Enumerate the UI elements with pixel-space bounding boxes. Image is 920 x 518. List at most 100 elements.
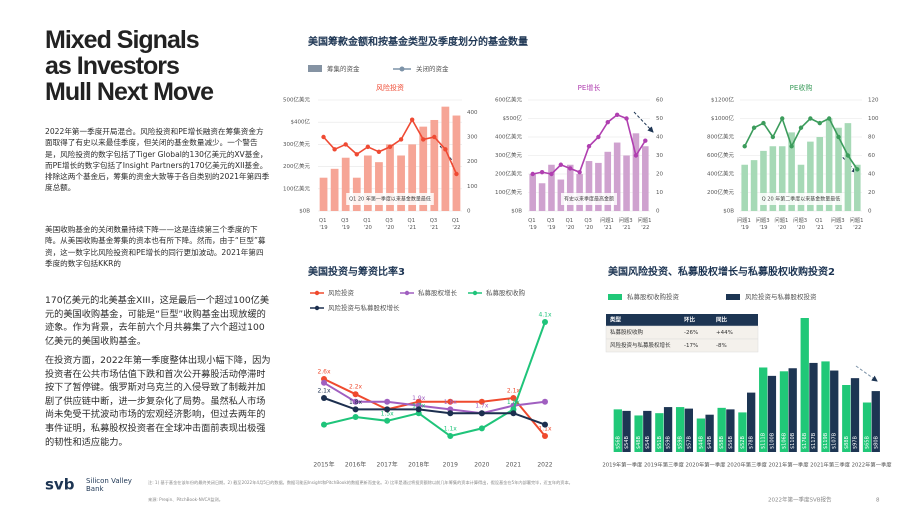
line-point <box>387 144 393 150</box>
line-point <box>454 171 459 177</box>
bar <box>844 123 852 211</box>
x-tick-label: 2017年 <box>377 461 398 469</box>
annotation: 有史以来季度最高金额 <box>564 196 614 203</box>
line-point <box>596 134 601 140</box>
y-tick-label: 400亿美元 <box>495 133 522 141</box>
line-point <box>624 116 629 121</box>
line-point <box>836 134 841 140</box>
y2-tick-label: 20 <box>656 172 663 178</box>
table-header-bg <box>606 314 758 326</box>
y2-tick-label: 60 <box>656 98 663 104</box>
x-tick-label: Q1 '22 <box>452 218 461 231</box>
line-point <box>542 421 548 428</box>
line-point <box>421 137 426 142</box>
y-tick-label: $500亿 <box>503 114 523 122</box>
data-label: $59B <box>666 435 672 449</box>
chart-title: PE增长 <box>578 83 601 92</box>
data-label: $117B <box>811 432 817 449</box>
line-point <box>643 138 648 143</box>
y-tick-label: 200亿美元 <box>495 170 522 178</box>
bar <box>375 162 383 211</box>
data-label: 2.2x <box>349 384 363 391</box>
y-tick-label: 100亿美元 <box>283 184 310 192</box>
bar <box>632 133 640 211</box>
source: 来源: Preqin、PitchBook-NVCA监测。 <box>148 496 223 503</box>
line-point <box>447 398 454 405</box>
chart-title: PE收购 <box>790 83 813 92</box>
bar <box>750 160 758 211</box>
y-tick-label: $1000亿 <box>711 114 734 122</box>
data-label: $48B <box>636 435 642 449</box>
y-tick-label: 200亿美元 <box>707 188 734 196</box>
data-label: 1.7x <box>412 403 426 410</box>
table-header: 类型 <box>610 316 622 324</box>
data-label: $78B <box>749 435 755 449</box>
y2-tick-label: 0 <box>467 209 471 215</box>
y-tick-label: $400亿 <box>291 118 311 126</box>
y-tick-label: $0B <box>723 209 734 215</box>
bar <box>576 174 583 211</box>
bar <box>441 106 450 211</box>
y-tick-label: $0B <box>299 209 310 215</box>
bar <box>760 150 767 211</box>
line-point <box>478 410 485 417</box>
x-tick-label: Q3 '19 <box>341 218 350 231</box>
logo-name: Silicon Valley <box>86 477 132 485</box>
x-tick-label: Q3 '19 <box>547 218 556 231</box>
data-label: $111B <box>761 432 767 449</box>
legend-label: 关闭的资金 <box>416 64 449 73</box>
x-tick-label: 2022年第一季度 <box>852 461 893 469</box>
line-point <box>510 395 517 401</box>
bar <box>642 146 649 211</box>
annotation-box <box>758 193 844 205</box>
bar <box>696 418 706 452</box>
y-tick-label: 800亿美元 <box>707 133 734 141</box>
line-point <box>354 152 359 157</box>
x-tick-label: Q1 '20 <box>566 218 575 231</box>
line <box>323 381 546 415</box>
bar <box>767 375 777 452</box>
data-label: $49B <box>707 435 713 449</box>
line-point <box>384 406 391 413</box>
y-tick-label: 600亿美元 <box>495 96 522 104</box>
footnote: 注: 1) 基于基金在该年份的最终关闭日期。2) 截至2022年4月5日的数据。… <box>148 479 573 486</box>
bar <box>363 155 372 211</box>
legend-label: 筹集的资金 <box>327 64 360 73</box>
bar <box>613 142 621 211</box>
line-point <box>770 134 776 140</box>
bar <box>835 127 842 211</box>
annotation-box <box>560 193 618 205</box>
y-tick-label: 300亿美元 <box>495 151 522 159</box>
line-point <box>321 421 327 428</box>
line-point <box>568 166 573 171</box>
table-cell: -8% <box>716 343 727 349</box>
y2-tick-label: 60 <box>868 153 875 159</box>
x-tick-label: 2020 <box>474 462 489 469</box>
y-tick-label: 100亿美元 <box>495 188 522 196</box>
panel-title: 美国筹款金额和按基金类型及季度划分的基金数量 <box>308 35 528 48</box>
annotation: Q1 20 年第一季度以来基金数量最低 <box>349 196 431 203</box>
x-tick-label: 2021年第一季度 <box>769 461 810 469</box>
y2-tick-label: 30 <box>656 153 663 159</box>
line-point <box>798 125 804 130</box>
bar <box>769 146 777 211</box>
legend-label: 风险投资与私募股权投资 <box>745 292 817 301</box>
line-point <box>343 142 348 147</box>
line-point <box>352 414 359 420</box>
x-tick-label: 问题1 '22 <box>849 216 865 231</box>
data-label: 1.1x <box>538 426 552 433</box>
bar <box>663 407 673 452</box>
bar <box>613 409 622 452</box>
paragraph: 170亿美元的北美基金XIII，这是最后一个超过100亿美元的美国收购基金，可能… <box>45 295 270 347</box>
legend-swatch <box>404 290 410 296</box>
bar <box>548 164 555 211</box>
data-label: $80B <box>873 435 879 449</box>
bar <box>854 164 861 211</box>
data-label: $44B <box>698 435 704 449</box>
y-tick-label: $1200亿 <box>711 96 734 104</box>
line-point <box>478 425 485 432</box>
y2-tick-label: 100 <box>467 184 478 190</box>
y-tick-label: 500亿美元 <box>283 96 310 104</box>
legend-swatch <box>608 294 622 300</box>
x-tick-label: Q1 '19 <box>528 218 537 231</box>
